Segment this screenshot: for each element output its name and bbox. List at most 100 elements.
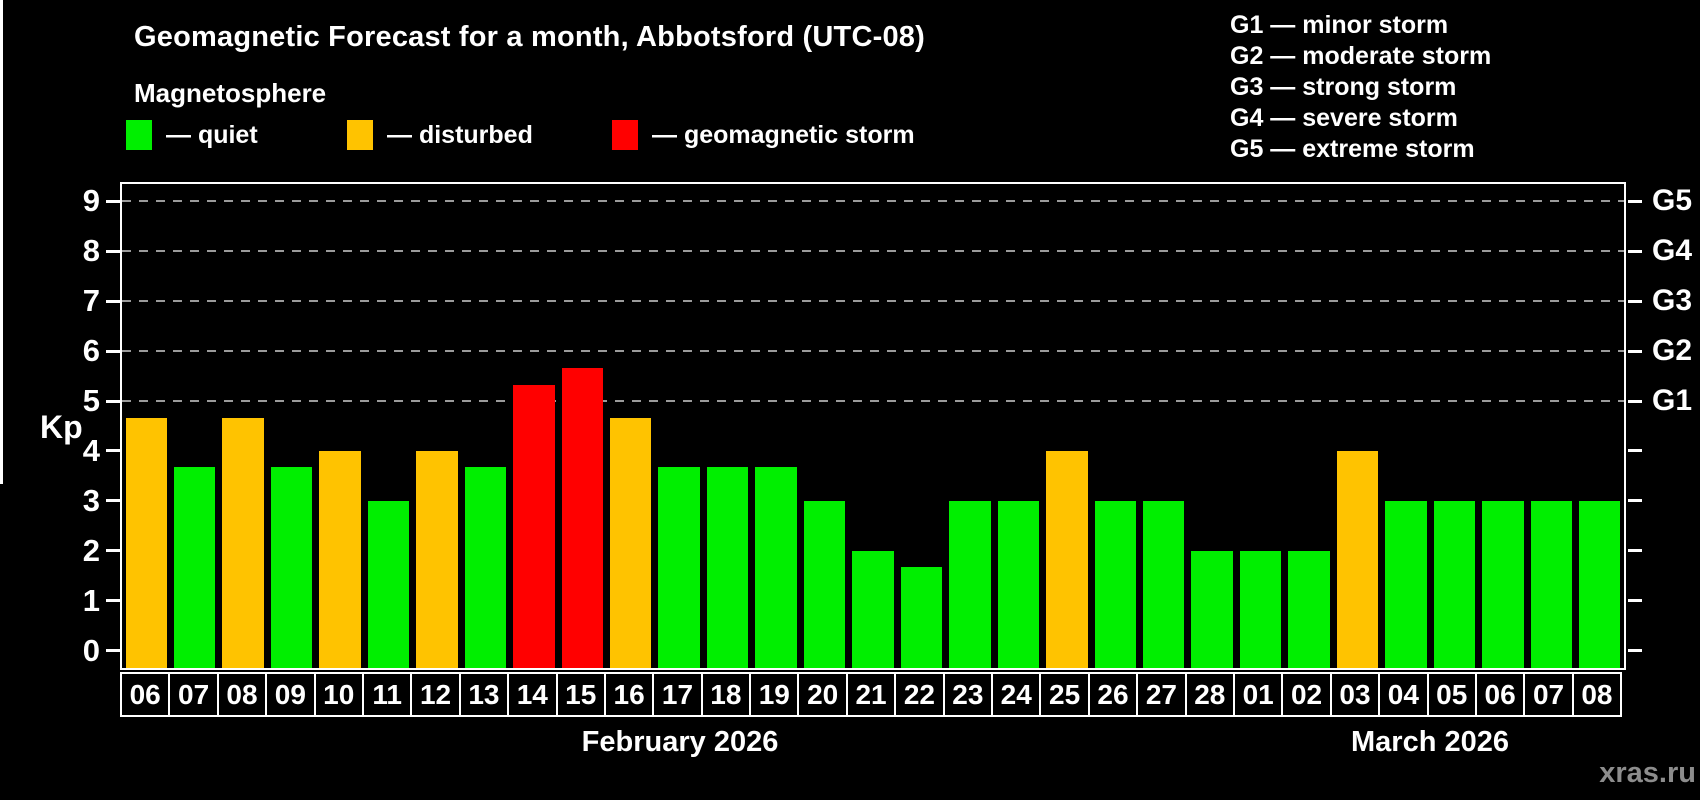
right-axis-tick-8 — [1628, 249, 1642, 253]
kp-bar-february-11 — [367, 500, 410, 668]
day-label: 19 — [751, 674, 800, 715]
y-axis-tick-label-8: 8 — [82, 233, 100, 269]
y-axis-tick-7 — [106, 299, 120, 303]
y-axis-tick-8 — [106, 249, 120, 253]
month-separator-line — [0, 0, 3, 484]
g4-legend-line: G4 — severe storm — [1230, 104, 1458, 132]
g-scale-legend: G1 — minor storm G2 — moderate storm G3 … — [1230, 10, 1491, 165]
kp-bar-february-15 — [561, 367, 603, 668]
y-axis-tick-label-1: 1 — [82, 582, 100, 618]
day-label: 20 — [799, 674, 848, 715]
y-axis-tick-label-3: 3 — [82, 482, 100, 518]
gridline-kp-5 — [122, 400, 1624, 403]
kp-bar-february-13 — [464, 467, 507, 668]
kp-bar-march-03 — [1336, 450, 1379, 668]
month-label-march: March 2026 — [1351, 726, 1509, 758]
day-label: 23 — [945, 674, 994, 715]
kp-bar-february-16 — [610, 417, 652, 668]
day-label: 15 — [558, 674, 606, 715]
day-label: 11 — [364, 674, 413, 715]
day-label: 07 — [170, 674, 219, 715]
plot-area-border — [120, 182, 1626, 670]
right-axis-tick-4 — [1628, 449, 1642, 453]
right-axis-tick-0 — [1628, 649, 1642, 653]
day-label: 02 — [1283, 674, 1332, 715]
day-label: 25 — [1041, 674, 1090, 715]
kp-bar-february-23 — [949, 500, 991, 668]
kp-bar-february-12 — [416, 450, 458, 668]
kp-bar-february-22 — [900, 567, 943, 668]
kp-bar-february-18 — [706, 467, 749, 668]
day-label: 09 — [267, 674, 316, 715]
right-axis-tick-2 — [1628, 549, 1642, 553]
day-label: 05 — [1429, 674, 1477, 715]
g-scale-label-g5: G5 — [1652, 184, 1693, 218]
y-axis-tick-1 — [106, 599, 120, 603]
day-label: 14 — [509, 674, 558, 715]
gridline-kp-6 — [122, 350, 1624, 353]
day-label: 28 — [1187, 674, 1235, 715]
day-label: 01 — [1235, 674, 1284, 715]
day-label: 17 — [654, 674, 703, 715]
kp-bar-february-21 — [852, 550, 894, 668]
y-axis-tick-5 — [106, 399, 120, 403]
day-label: 10 — [316, 674, 364, 715]
kp-bar-march-05 — [1433, 500, 1476, 668]
chart-subtitle: Magnetosphere — [134, 78, 327, 108]
kp-bar-february-25 — [1046, 450, 1088, 668]
y-axis-tick-label-5: 5 — [82, 383, 100, 419]
g2-legend-line: G2 — moderate storm — [1230, 42, 1492, 70]
right-axis-tick-5 — [1628, 399, 1642, 403]
y-axis-tick-9 — [106, 199, 120, 203]
kp-bar-february-06 — [125, 417, 167, 668]
g5-legend-line: G5 — extreme storm — [1230, 135, 1475, 163]
day-label: 24 — [993, 674, 1042, 715]
gridline-kp-7 — [122, 300, 1624, 303]
kp-bar-february-20 — [803, 500, 846, 668]
kp-bar-february-09 — [270, 467, 313, 668]
kp-bar-february-27 — [1142, 500, 1185, 668]
y-axis-tick-label-4: 4 — [82, 432, 100, 468]
day-label: 27 — [1138, 674, 1187, 715]
storm-color-swatch — [612, 120, 638, 150]
y-axis-tick-label-7: 7 — [82, 283, 100, 319]
kp-bar-march-02 — [1288, 550, 1330, 668]
day-label: 06 — [1477, 674, 1526, 715]
day-label: 22 — [896, 674, 945, 715]
legend-disturbed-label: — disturbed — [387, 120, 533, 149]
day-label: 26 — [1090, 674, 1139, 715]
kp-bar-march-04 — [1385, 500, 1427, 668]
day-label: 16 — [606, 674, 655, 715]
kp-bar-march-01 — [1239, 550, 1282, 668]
day-label: 12 — [412, 674, 461, 715]
kp-bar-february-08 — [222, 417, 264, 668]
kp-bar-march-06 — [1482, 500, 1524, 668]
legend-quiet-label: — quiet — [166, 120, 258, 149]
kp-bar-february-07 — [173, 467, 216, 668]
gridline-kp-8 — [122, 250, 1624, 253]
legend-item-disturbed: — disturbed — [347, 119, 533, 151]
right-axis-tick-9 — [1628, 199, 1642, 203]
legend-storm-label: — geomagnetic storm — [652, 120, 915, 149]
day-label: 18 — [703, 674, 752, 715]
y-axis-tick-3 — [106, 499, 120, 503]
day-label-row: 06 07 08 09 10 11 12 13 14 15 16 17 18 19 20 21 22 23 24 25… — [120, 672, 1622, 717]
y-axis-tick-label-0: 0 — [82, 632, 100, 668]
g3-legend-line: G3 — strong storm — [1230, 73, 1457, 101]
month-label-february: February 2026 — [581, 726, 779, 758]
kp-bar-february-26 — [1094, 500, 1136, 668]
right-axis-tick-3 — [1628, 499, 1642, 503]
g-scale-label-g2: G2 — [1652, 334, 1693, 368]
day-label: 07 — [1525, 674, 1574, 715]
y-axis-tick-label-9: 9 — [82, 183, 100, 219]
day-label: 08 — [219, 674, 268, 715]
y-axis-title: Kp — [40, 409, 83, 445]
y-axis-tick-0 — [106, 649, 120, 653]
kp-bar-february-17 — [658, 467, 700, 668]
y-axis-tick-2 — [106, 549, 120, 553]
kp-bar-february-14 — [513, 384, 555, 668]
g-scale-label-g1: G1 — [1652, 384, 1693, 418]
kp-bar-march-07 — [1530, 500, 1573, 668]
day-label: 06 — [122, 674, 171, 715]
day-label: 21 — [848, 674, 897, 715]
